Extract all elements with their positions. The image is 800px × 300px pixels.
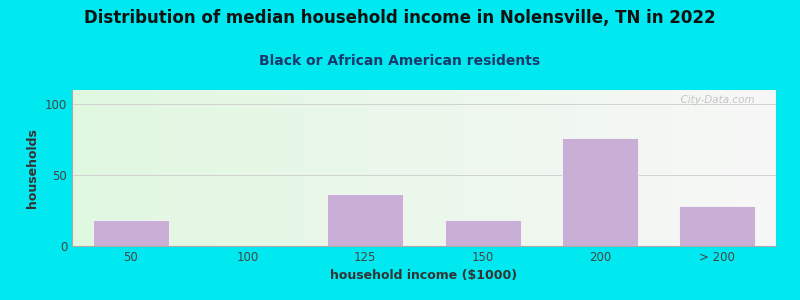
- Text: Distribution of median household income in Nolensville, TN in 2022: Distribution of median household income …: [84, 9, 716, 27]
- Y-axis label: households: households: [26, 128, 39, 208]
- Bar: [562, 138, 638, 246]
- Bar: [679, 206, 755, 246]
- Text: Black or African American residents: Black or African American residents: [259, 54, 541, 68]
- Bar: [445, 220, 521, 246]
- Bar: [327, 194, 403, 246]
- Bar: [93, 220, 169, 246]
- Text: City-Data.com: City-Data.com: [674, 95, 755, 105]
- X-axis label: household income ($1000): household income ($1000): [330, 269, 518, 282]
